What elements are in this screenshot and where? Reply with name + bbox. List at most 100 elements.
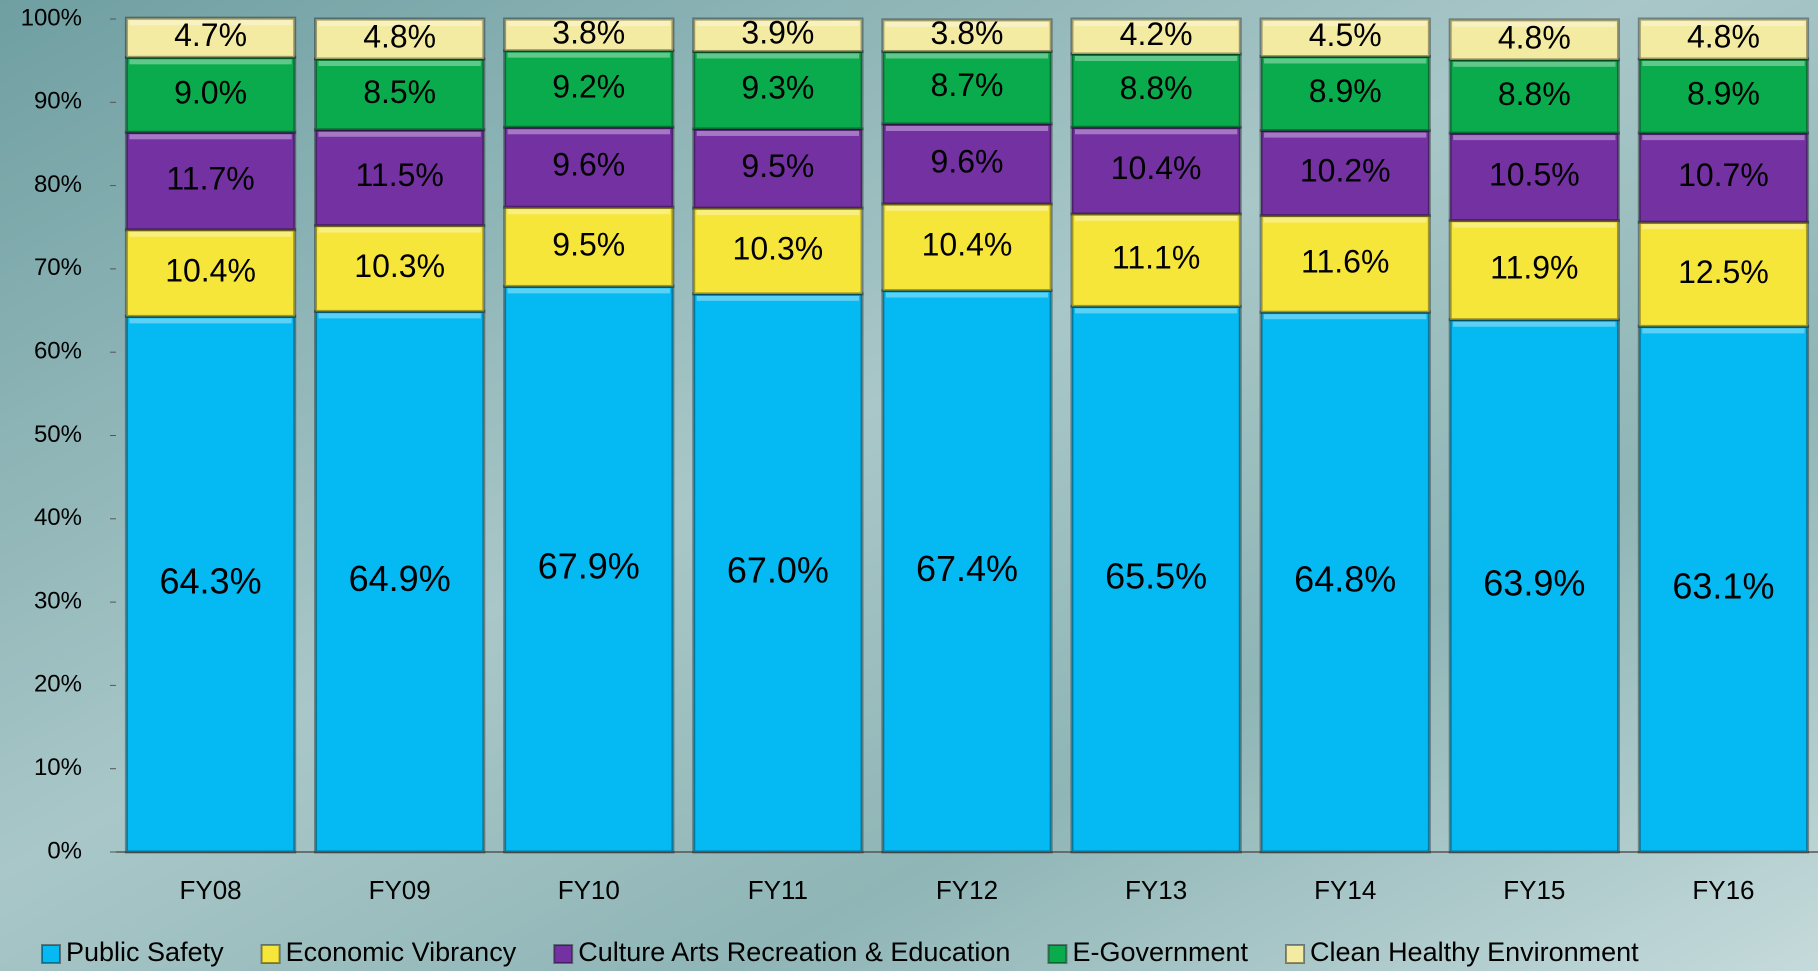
value-label: 4.7% bbox=[174, 17, 247, 53]
value-label: 67.0% bbox=[727, 549, 829, 590]
bar-highlight bbox=[697, 296, 859, 301]
value-label: 4.2% bbox=[1120, 16, 1193, 52]
value-label: 10.3% bbox=[733, 230, 824, 266]
legend-label: Culture Arts Recreation & Education bbox=[578, 937, 1010, 967]
bar-highlight bbox=[886, 206, 1048, 211]
bar-highlight bbox=[508, 288, 670, 293]
bar-highlight bbox=[697, 210, 859, 215]
y-tick-label: 70% bbox=[34, 254, 82, 281]
y-tick-label: 90% bbox=[34, 88, 82, 115]
value-label: 9.0% bbox=[174, 74, 247, 110]
legend-label: Public Safety bbox=[66, 937, 224, 967]
legend-label: Economic Vibrancy bbox=[286, 937, 517, 967]
bar-highlight bbox=[1264, 58, 1426, 63]
bar-highlight bbox=[508, 209, 670, 214]
value-label: 9.5% bbox=[552, 226, 625, 262]
bar-highlight bbox=[1264, 314, 1426, 319]
value-label: 9.6% bbox=[552, 147, 625, 183]
bar-highlight bbox=[886, 53, 1048, 58]
value-label: 4.8% bbox=[363, 18, 436, 54]
value-label: 4.8% bbox=[1498, 19, 1571, 55]
value-label: 11.6% bbox=[1301, 243, 1389, 279]
y-tick-label: 80% bbox=[34, 171, 82, 198]
bar-highlight bbox=[1642, 224, 1804, 229]
legend-label: Clean Healthy Environment bbox=[1310, 937, 1639, 967]
value-label: 8.5% bbox=[363, 74, 436, 110]
legend-swatch bbox=[1048, 945, 1066, 963]
y-tick-label: 30% bbox=[34, 587, 82, 614]
y-tick-label: 0% bbox=[47, 837, 82, 864]
y-tick-label: 10% bbox=[34, 754, 82, 781]
bar-highlight bbox=[1642, 328, 1804, 333]
value-label: 8.7% bbox=[931, 67, 1004, 103]
bar-highlight bbox=[1453, 135, 1615, 140]
value-label: 64.8% bbox=[1294, 559, 1396, 600]
value-label: 9.6% bbox=[931, 143, 1004, 179]
y-tick-label: 20% bbox=[34, 671, 82, 698]
value-label: 11.1% bbox=[1112, 240, 1200, 276]
chart: 0%10%20%30%40%50%60%70%80%90%100%FY0864.… bbox=[0, 0, 1818, 971]
value-label: 10.7% bbox=[1678, 157, 1769, 193]
bar-highlight bbox=[319, 228, 481, 233]
value-label: 63.9% bbox=[1483, 562, 1585, 603]
value-label: 63.1% bbox=[1672, 566, 1774, 607]
x-tick-label: FY15 bbox=[1503, 875, 1565, 905]
x-tick-label: FY14 bbox=[1314, 875, 1376, 905]
value-label: 9.5% bbox=[741, 148, 814, 184]
value-label: 4.8% bbox=[1687, 18, 1760, 54]
legend-swatch bbox=[1286, 945, 1304, 963]
x-tick-label: FY16 bbox=[1692, 875, 1754, 905]
x-tick-label: FY09 bbox=[369, 875, 431, 905]
bar-highlight bbox=[1453, 223, 1615, 228]
value-label: 11.5% bbox=[355, 157, 443, 193]
bar-highlight bbox=[1642, 135, 1804, 140]
value-label: 8.9% bbox=[1309, 73, 1382, 109]
value-label: 9.2% bbox=[552, 68, 625, 104]
value-label: 10.4% bbox=[165, 253, 256, 289]
bar-highlight bbox=[319, 61, 481, 66]
value-label: 8.8% bbox=[1498, 76, 1571, 112]
value-label: 3.8% bbox=[931, 15, 1004, 51]
value-label: 12.5% bbox=[1678, 254, 1769, 290]
y-tick-label: 60% bbox=[34, 338, 82, 365]
value-label: 67.9% bbox=[538, 546, 640, 587]
bar-highlight bbox=[1075, 216, 1237, 221]
bar-highlight bbox=[1264, 133, 1426, 138]
value-label: 64.9% bbox=[349, 558, 451, 599]
value-label: 11.9% bbox=[1490, 250, 1578, 286]
value-label: 10.3% bbox=[354, 248, 445, 284]
bar-highlight bbox=[319, 313, 481, 318]
x-tick-label: FY12 bbox=[936, 875, 998, 905]
value-label: 10.2% bbox=[1300, 153, 1391, 189]
bar-highlight bbox=[508, 129, 670, 134]
bar-highlight bbox=[129, 59, 291, 64]
y-tick-label: 100% bbox=[21, 4, 82, 31]
bar-highlight bbox=[697, 131, 859, 136]
bar-highlight bbox=[886, 126, 1048, 131]
bar-highlight bbox=[129, 318, 291, 323]
legend-swatch bbox=[262, 945, 280, 963]
value-label: 4.5% bbox=[1309, 17, 1382, 53]
x-tick-label: FY13 bbox=[1125, 875, 1187, 905]
x-tick-label: FY08 bbox=[179, 875, 241, 905]
x-tick-label: FY10 bbox=[558, 875, 620, 905]
bar-highlight bbox=[1264, 218, 1426, 223]
value-label: 64.3% bbox=[160, 561, 262, 602]
value-label: 10.5% bbox=[1489, 156, 1580, 192]
bar-highlight bbox=[1453, 322, 1615, 327]
bar-highlight bbox=[886, 293, 1048, 298]
value-label: 3.8% bbox=[552, 14, 625, 50]
value-label: 67.4% bbox=[916, 548, 1018, 589]
legend-swatch bbox=[554, 945, 572, 963]
value-label: 8.8% bbox=[1120, 70, 1193, 106]
bar-highlight bbox=[1642, 61, 1804, 66]
value-label: 9.3% bbox=[741, 70, 814, 106]
bar-highlight bbox=[319, 132, 481, 137]
bar-highlight bbox=[1453, 62, 1615, 67]
value-label: 3.9% bbox=[741, 15, 814, 51]
bar-highlight bbox=[129, 232, 291, 237]
value-label: 10.4% bbox=[922, 227, 1013, 263]
bar-highlight bbox=[1075, 129, 1237, 134]
x-tick-label: FY11 bbox=[748, 875, 808, 905]
legend-label: E-Government bbox=[1072, 937, 1248, 967]
